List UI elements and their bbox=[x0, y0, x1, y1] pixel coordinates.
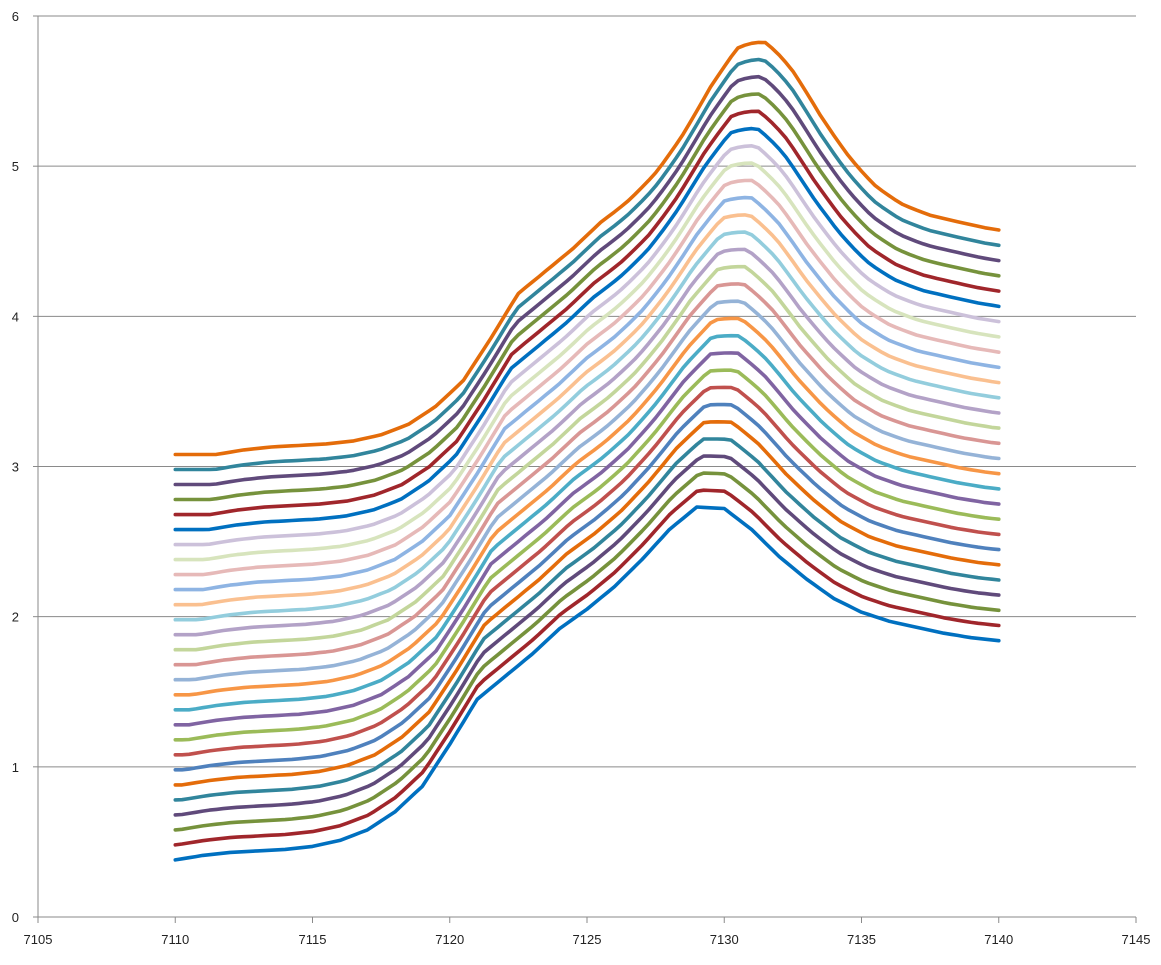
y-tick-label: 5 bbox=[12, 159, 19, 174]
series-line-7 bbox=[173, 402, 1001, 772]
series-line-19 bbox=[173, 195, 1001, 592]
x-tick-labels: 7105 7110 7115 7120 7125 7130 7135 7140 7145 bbox=[24, 932, 1151, 947]
series-line-8 bbox=[173, 385, 1001, 757]
series-line-13 bbox=[173, 299, 1001, 682]
series-line-28 bbox=[173, 40, 1001, 457]
series-line-5 bbox=[173, 437, 1001, 802]
series-line-25 bbox=[173, 92, 1001, 502]
x-tick-label: 7105 bbox=[24, 932, 53, 947]
x-tick-label: 7130 bbox=[710, 932, 739, 947]
series-line-17 bbox=[173, 230, 1001, 622]
series-line-1 bbox=[173, 505, 1001, 862]
x-tick-label: 7145 bbox=[1122, 932, 1151, 947]
y-tick-label: 2 bbox=[12, 610, 19, 625]
series-lines bbox=[173, 40, 1001, 862]
series-line-14 bbox=[173, 282, 1001, 667]
x-tick-label: 7120 bbox=[435, 932, 464, 947]
y-tick-label: 0 bbox=[12, 910, 19, 925]
y-tick-label: 3 bbox=[12, 460, 19, 475]
x-tick-label: 7115 bbox=[299, 932, 327, 947]
series-line-24 bbox=[173, 109, 1001, 517]
series-line-21 bbox=[173, 161, 1001, 562]
x-tick-label: 7125 bbox=[573, 932, 602, 947]
series-line-26 bbox=[173, 74, 1001, 487]
series-line-18 bbox=[173, 213, 1001, 607]
series-line-23 bbox=[173, 126, 1001, 532]
series-line-4 bbox=[173, 454, 1001, 817]
series-line-10 bbox=[173, 351, 1001, 727]
axes bbox=[33, 15, 1137, 923]
series-line-15 bbox=[173, 264, 1001, 652]
gridlines bbox=[38, 15, 1136, 768]
series-line-9 bbox=[173, 368, 1001, 742]
x-tick-label: 7140 bbox=[984, 932, 1013, 947]
series-line-27 bbox=[173, 57, 1001, 472]
series-line-11 bbox=[173, 333, 1001, 712]
x-tick-label: 7135 bbox=[847, 932, 876, 947]
y-tick-label: 6 bbox=[12, 9, 19, 24]
y-tick-label: 1 bbox=[12, 760, 19, 775]
series-line-6 bbox=[173, 419, 1001, 787]
series-line-3 bbox=[173, 471, 1001, 832]
y-tick-label: 4 bbox=[12, 309, 19, 324]
y-tick-labels: 0 1 2 3 4 5 6 bbox=[12, 9, 19, 925]
series-line-12 bbox=[173, 316, 1001, 697]
series-line-20 bbox=[173, 178, 1001, 577]
series-line-16 bbox=[173, 247, 1001, 637]
series-line-22 bbox=[173, 144, 1001, 547]
x-tick-label: 7110 bbox=[161, 932, 189, 947]
series-line-2 bbox=[173, 488, 1001, 847]
